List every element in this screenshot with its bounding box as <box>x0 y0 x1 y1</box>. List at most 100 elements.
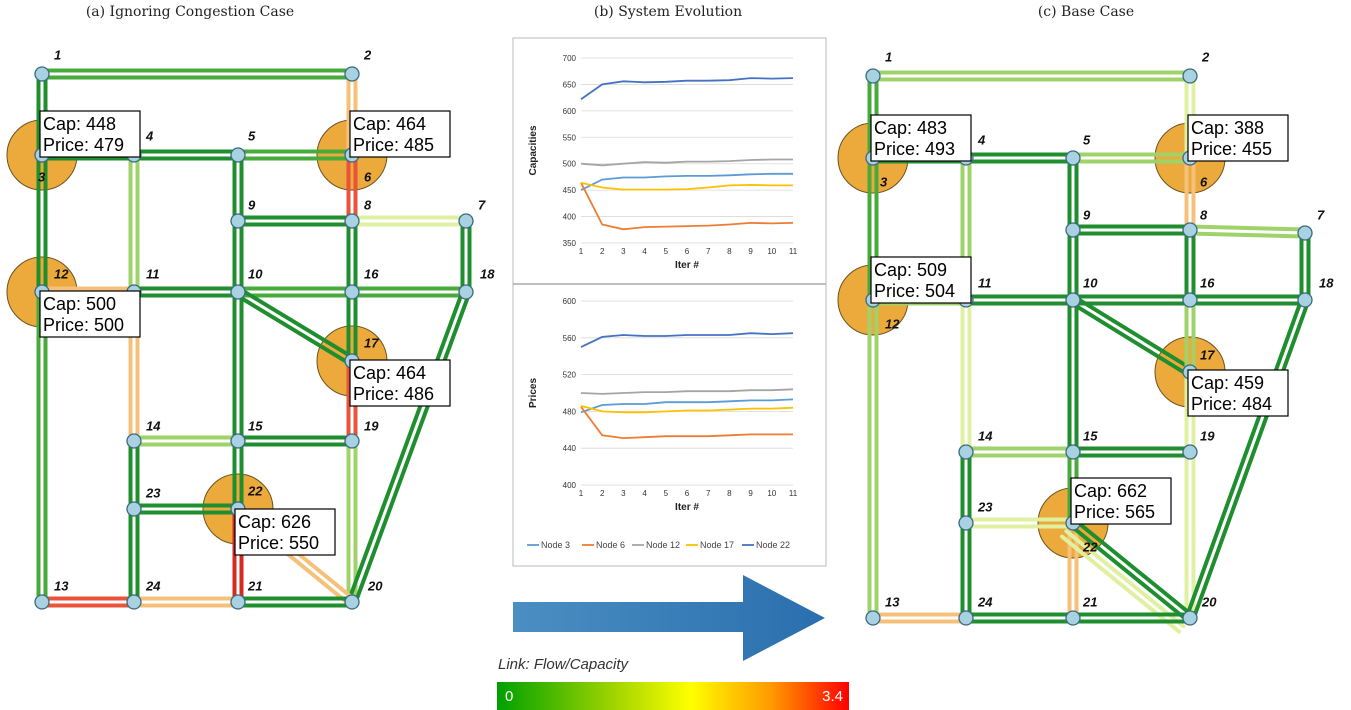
node-23-label: 23 <box>145 485 161 500</box>
link-12-13 <box>867 298 879 620</box>
node-13-marker <box>865 610 881 626</box>
series-line-node-17 <box>580 405 794 414</box>
info-box-price: Price: 479 <box>43 135 124 155</box>
link-15-19 <box>1071 446 1192 458</box>
x-tick-label: 8 <box>727 489 732 498</box>
link-10-11 <box>964 294 1075 306</box>
x-axis-title: Iter # <box>675 260 699 271</box>
series-line-node-6 <box>580 182 794 231</box>
x-tick-label: 1 <box>579 247 584 256</box>
link-14-23 <box>128 439 140 511</box>
y-tick-label: 400 <box>563 213 577 222</box>
x-tick-label: 3 <box>621 247 626 256</box>
colorscale-bar: 0 3.4 <box>497 682 849 710</box>
panel-b-title: (b) System Evolution <box>593 4 743 20</box>
node-14-marker <box>958 444 974 460</box>
info-box-price: Price: 455 <box>1191 139 1272 159</box>
node-15-label: 15 <box>248 418 263 433</box>
link-21-20 <box>236 596 354 608</box>
transition-arrow <box>513 575 825 661</box>
legend-label: Node 6 <box>596 540 625 550</box>
x-tick-label: 4 <box>642 247 647 256</box>
node-20-marker <box>1182 610 1198 626</box>
info-box-price: Price: 493 <box>874 139 955 159</box>
node-12-label: 12 <box>885 316 900 331</box>
node-7-label: 7 <box>1317 207 1325 222</box>
node-1-marker <box>865 68 881 84</box>
node-21-marker <box>1065 610 1081 626</box>
node-21-label: 21 <box>1082 594 1097 609</box>
link-9-8 <box>1071 224 1192 236</box>
x-tick-label: 5 <box>664 489 669 498</box>
node-5-marker <box>230 147 246 163</box>
node-14-label: 14 <box>146 418 161 433</box>
x-tick-label: 9 <box>748 489 753 498</box>
node-18-marker <box>1297 292 1313 308</box>
node-24-marker <box>958 610 974 626</box>
series-line-node-22 <box>580 332 794 348</box>
x-tick-label: 3 <box>621 489 626 498</box>
link-10-15 <box>232 290 244 443</box>
node-20-label: 20 <box>1201 594 1217 609</box>
node-22-label: 22 <box>247 483 263 498</box>
info-box-cap: Cap: 509 <box>874 260 947 280</box>
series-line-node-3 <box>580 398 794 414</box>
node-3-label: 3 <box>38 169 46 184</box>
y-tick-label: 600 <box>563 107 577 116</box>
node-18-label: 18 <box>480 266 495 281</box>
x-tick-label: 9 <box>748 247 753 256</box>
node-15-marker <box>230 433 246 449</box>
node-19-label: 19 <box>1200 428 1215 443</box>
x-axis-title: Iter # <box>675 502 699 513</box>
link-7-18 <box>460 219 472 294</box>
node-4-label: 4 <box>977 132 986 147</box>
node-20-label: 20 <box>367 578 383 593</box>
x-tick-label: 10 <box>767 489 776 498</box>
node-17-label: 17 <box>1200 347 1215 362</box>
y-tick-label: 440 <box>563 444 577 453</box>
link-9-10 <box>1067 228 1079 302</box>
x-tick-label: 2 <box>600 247 605 256</box>
node-7-marker <box>458 213 474 229</box>
node-2-label: 2 <box>1201 49 1210 64</box>
node-16-marker <box>1182 292 1198 308</box>
colorscale-label: Link: Flow/Capacity <box>498 656 629 673</box>
info-box-price: Price: 565 <box>1074 502 1155 522</box>
info-box-cap: Cap: 464 <box>353 114 426 134</box>
info-box-price: Price: 550 <box>238 533 319 553</box>
link-24-21 <box>132 596 240 608</box>
node-19-label: 19 <box>364 418 379 433</box>
info-box-cap: Cap: 448 <box>43 114 116 134</box>
series-line-node-3 <box>580 172 793 191</box>
node-6-label: 6 <box>1200 174 1208 189</box>
link-10-17 <box>1069 295 1194 377</box>
link-16-18 <box>1188 294 1307 306</box>
node-8-label: 8 <box>1200 207 1208 222</box>
series-line-node-12 <box>580 388 794 395</box>
y-tick-label: 450 <box>563 186 577 195</box>
info-box-cap: Cap: 500 <box>43 294 116 314</box>
legend-label: Node 3 <box>541 540 570 550</box>
node-9-marker <box>1065 222 1081 238</box>
node-18-label: 18 <box>1319 275 1334 290</box>
node-1-marker <box>34 66 50 82</box>
link-14-23 <box>960 450 972 525</box>
link-16-17 <box>1184 298 1196 374</box>
chart-frame <box>512 37 827 567</box>
link-1-2 <box>871 70 1192 82</box>
x-tick-label: 1 <box>579 489 584 498</box>
y-axis-title: Capacities <box>528 125 539 175</box>
node-16-label: 16 <box>364 266 379 281</box>
node-11-label: 11 <box>978 275 992 290</box>
link-19-20 <box>346 439 358 604</box>
system-evolution-charts: 350 400 450 500 550 600 650 700 1 2 3 4 5 6 7 8 9 10 11 Ite… <box>512 37 827 567</box>
link-9-10 <box>232 219 244 294</box>
link-6-8 <box>346 153 358 223</box>
node-19-marker <box>344 433 360 449</box>
node-14-marker <box>126 433 142 449</box>
